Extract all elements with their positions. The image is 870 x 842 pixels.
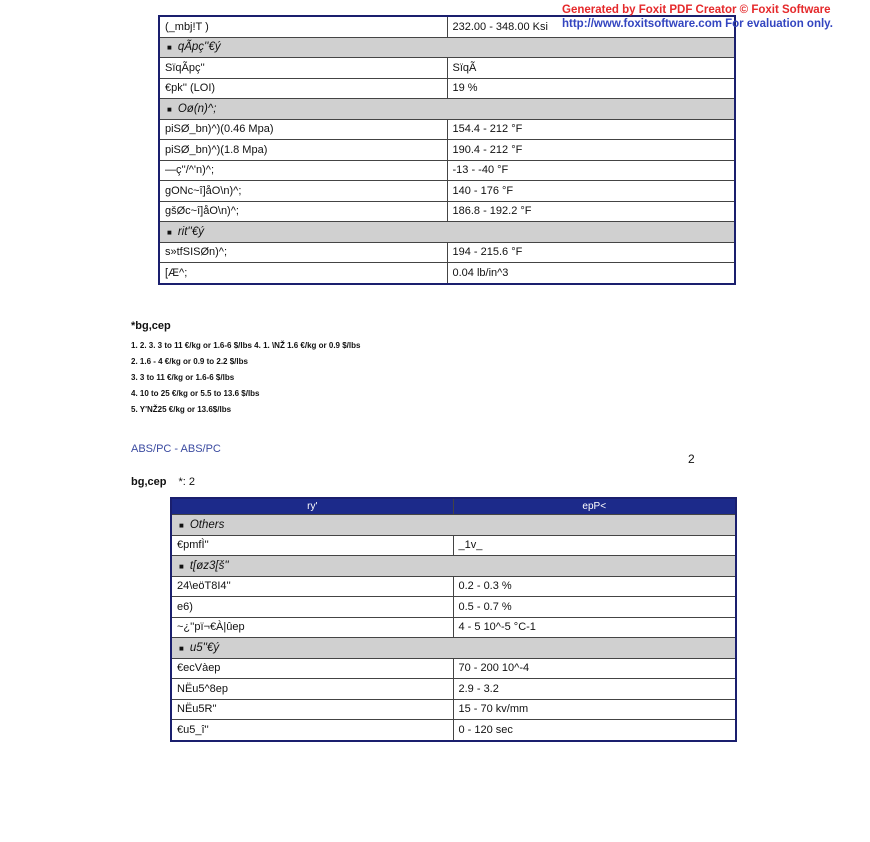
note-item: 1. 2. 3. 3 to 11 €/kg or 1.6-6 $/lbs 4. … (131, 341, 361, 350)
bullet-icon: ■ (179, 561, 184, 571)
watermark-line-1: Generated by Foxit PDF Creator © Foxit S… (562, 4, 831, 16)
property-label: e6) (170, 596, 454, 618)
caption-text: *: 2 (178, 476, 195, 488)
property-label: NËu5^8ep (170, 678, 454, 700)
note-item: 3. 3 to 11 €/kg or 1.6-6 $/lbs (131, 373, 235, 382)
section-cell: ■ Oø(n)^; (158, 98, 736, 120)
section-row: ■ u5''€ý (170, 637, 737, 659)
bullet-icon: ■ (167, 104, 172, 114)
column-header: ry' (170, 497, 454, 515)
property-value: 194 - 215.6 °F (446, 241, 736, 263)
table-row: 24\eöT8I4'' 0.2 - 0.3 % (170, 575, 737, 597)
table-row: —ç''/^'n)^; -13 - -40 °F (158, 159, 736, 181)
table-row: SïqÃpç'' SïqÃ (158, 57, 736, 79)
section-label: u5''€ý (189, 641, 220, 654)
property-value: 70 - 200 10^-4 (452, 657, 737, 679)
property-label: (_mbj!T ) (158, 15, 448, 38)
section-label: Oø(n)^; (177, 102, 217, 115)
property-label: gšØc~î]åO\n)^; (158, 200, 448, 222)
section-row: ■ rit''€ý (158, 221, 736, 243)
table-row: s»tfSISØn)^; 194 - 215.6 °F (158, 241, 736, 263)
note-item: 4. 10 to 25 €/kg or 5.5 to 13.6 $/lbs (131, 389, 260, 398)
property-label: ~¿''pï¬€À|ûep (170, 616, 454, 638)
property-label: piSØ_bn)^)(0.46 Mpa) (158, 118, 448, 140)
property-value: 0.2 - 0.3 % (452, 575, 737, 597)
properties-table-2: ry' epP< ■ Others €pmfÌ'' _1v_ ■ t[øz3[š'' 24\… (170, 497, 737, 742)
table-header-row: ry' epP< (170, 497, 737, 515)
section-cell: ■ t[øz3[š'' (170, 555, 737, 577)
bullet-icon: ■ (179, 643, 184, 653)
property-label: €pk'' (LOI) (158, 77, 448, 99)
section-cell: ■ qÃpç''€ý (158, 36, 736, 58)
section-label: qÃpç''€ý (177, 41, 221, 54)
property-value: 190.4 - 212 °F (446, 139, 736, 161)
property-value: SïqÃ (446, 57, 736, 79)
property-label: €ecVàep (170, 657, 454, 679)
property-value: 154.4 - 212 °F (446, 118, 736, 140)
table-row: NËu5^8ep 2.9 - 3.2 (170, 678, 737, 700)
watermark-line-2: http://www.foxitsoftware.com For evaluat… (562, 18, 833, 30)
section-cell: ■ rit''€ý (158, 221, 736, 243)
page-number: 2 (688, 452, 695, 466)
property-value: 19 % (446, 77, 736, 99)
caption-bold: bg,cep (131, 476, 167, 488)
table-row: piSØ_bn)^)(1.8 Mpa) 190.4 - 212 °F (158, 139, 736, 161)
property-label: €pmfÌ'' (170, 534, 454, 556)
table-row: [Æ^; 0.04 lb/in^3 (158, 262, 736, 284)
property-value: 15 - 70 kv/mm (452, 698, 737, 720)
property-value: 0 - 120 sec (452, 719, 737, 741)
table-row: NËu5R'' 15 - 70 kv/mm (170, 698, 737, 720)
property-value: 0.5 - 0.7 % (452, 596, 737, 618)
table-row: €pmfÌ'' _1v_ (170, 534, 737, 556)
section-cell: ■ u5''€ý (170, 637, 737, 659)
property-label: NËu5R'' (170, 698, 454, 720)
property-value: 4 - 5 10^-5 °C-1 (452, 616, 737, 638)
property-label: piSØ_bn)^)(1.8 Mpa) (158, 139, 448, 161)
property-value: 2.9 - 3.2 (452, 678, 737, 700)
table-row: €pk'' (LOI) 19 % (158, 77, 736, 99)
property-label: €u5_î'' (170, 719, 454, 741)
property-value: 232.00 - 348.00 Ksi (446, 15, 736, 38)
property-label: SïqÃpç'' (158, 57, 448, 79)
section-row: ■ qÃpç''€ý (158, 36, 736, 58)
table-row: e6) 0.5 - 0.7 % (170, 596, 737, 618)
table-row: ~¿''pï¬€À|ûep 4 - 5 10^-5 °C-1 (170, 616, 737, 638)
note-item: 2. 1.6 - 4 €/kg or 0.9 to 2.2 $/lbs (131, 357, 248, 366)
bullet-icon: ■ (167, 43, 172, 53)
table-row: gšØc~î]åO\n)^; 186.8 - 192.2 °F (158, 200, 736, 222)
column-header: epP< (452, 497, 737, 515)
table-row: €u5_î'' 0 - 120 sec (170, 719, 737, 741)
bullet-icon: ■ (167, 227, 172, 237)
section-row: ■ Others (170, 514, 737, 536)
notes-list: 1. 2. 3. 3 to 11 €/kg or 1.6-6 $/lbs 4. … (131, 338, 360, 418)
section-label: Others (189, 518, 225, 531)
property-value: 140 - 176 °F (446, 180, 736, 202)
table-caption: bg,cep *: 2 (131, 476, 195, 488)
section-cell: ■ Others (170, 514, 737, 536)
table-row: piSØ_bn)^)(0.46 Mpa) 154.4 - 212 °F (158, 118, 736, 140)
property-value: _1v_ (452, 534, 737, 556)
section-label: rit''€ý (177, 225, 204, 238)
property-value: -13 - -40 °F (446, 159, 736, 181)
property-label: gONc~î]åO\n)^; (158, 180, 448, 202)
property-label: [Æ^; (158, 262, 448, 284)
bullet-icon: ■ (179, 520, 184, 530)
table-row: €ecVàep 70 - 200 10^-4 (170, 657, 737, 679)
properties-table-1: (_mbj!T ) 232.00 - 348.00 Ksi ■ qÃpç''€ý Sïq… (158, 15, 736, 285)
table-row: (_mbj!T ) 232.00 - 348.00 Ksi (158, 15, 736, 38)
note-item: 5. Y'NŽ25 €/kg or 13.6$/lbs (131, 405, 232, 414)
section-row: ■ t[øz3[š'' (170, 555, 737, 577)
table-row: gONc~î]åO\n)^; 140 - 176 °F (158, 180, 736, 202)
material-link[interactable]: ABS/PC - ABS/PC (131, 443, 221, 455)
notes-heading: *bg,cep (131, 320, 171, 332)
property-value: 186.8 - 192.2 °F (446, 200, 736, 222)
property-label: —ç''/^'n)^; (158, 159, 448, 181)
section-row: ■ Oø(n)^; (158, 98, 736, 120)
property-label: s»tfSISØn)^; (158, 241, 448, 263)
property-label: 24\eöT8I4'' (170, 575, 454, 597)
section-label: t[øz3[š'' (189, 559, 229, 572)
property-value: 0.04 lb/in^3 (446, 262, 736, 284)
